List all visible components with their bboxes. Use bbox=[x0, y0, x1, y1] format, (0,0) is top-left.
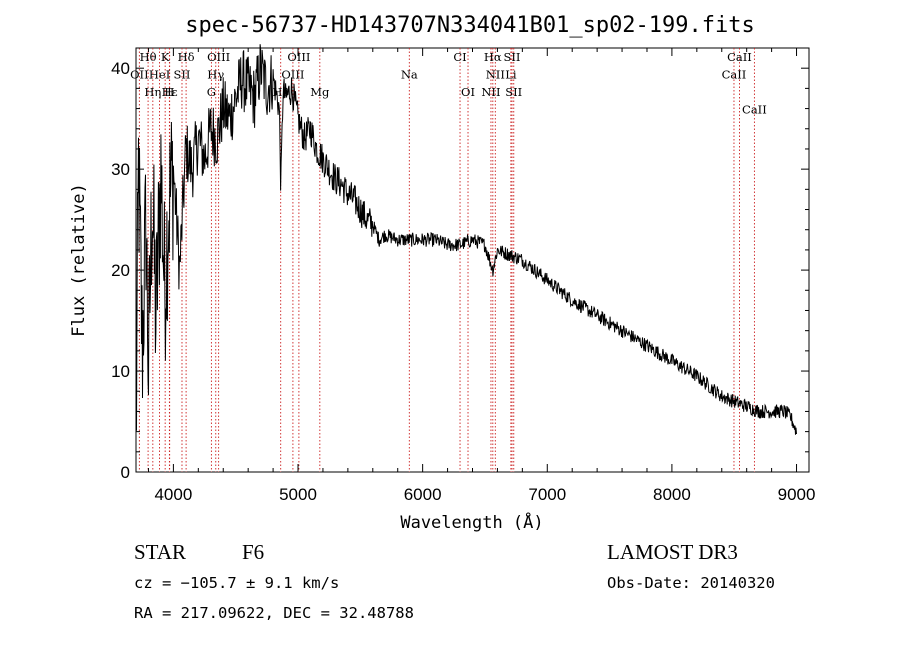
y-axis: 0 10 20 30 40 bbox=[111, 47, 809, 482]
line-marker-label: SII bbox=[505, 85, 522, 99]
y-tick-label: 30 bbox=[111, 160, 130, 179]
object-class: STAR bbox=[134, 540, 186, 564]
line-marker-label: K bbox=[161, 50, 170, 64]
line-marker-label: CaII bbox=[742, 103, 767, 117]
redshift-cz: cz = −105.7 ± 9.1 km/s bbox=[134, 574, 340, 592]
x-tick-label: 7000 bbox=[528, 485, 566, 504]
plot-frame bbox=[135, 47, 810, 473]
x-tick-label: 6000 bbox=[404, 485, 442, 504]
line-marker-label: NII bbox=[481, 85, 500, 99]
y-tick-label: 0 bbox=[121, 463, 130, 482]
line-marker-label: Hε bbox=[162, 85, 178, 99]
line-marker-label: NII bbox=[486, 68, 505, 82]
line-marker-label: CaII bbox=[727, 50, 752, 64]
line-marker-label: OIII bbox=[287, 50, 310, 64]
line-marker-label: G bbox=[207, 85, 216, 99]
line-marker-label: Hγ bbox=[207, 68, 224, 82]
observation-date: Obs-Date: 20140320 bbox=[607, 574, 775, 592]
x-axis-label: Wavelength (Å) bbox=[400, 511, 543, 533]
spectrum-line bbox=[135, 44, 797, 435]
line-marker-label: OII bbox=[130, 68, 149, 82]
line-marker-label: Mg bbox=[310, 85, 330, 99]
line-marker-label: Na bbox=[401, 68, 418, 82]
x-axis: 4000 5000 6000 7000 8000 9000 bbox=[147, 48, 816, 504]
line-marker-label: Hθ bbox=[140, 50, 157, 64]
x-tick-label: 8000 bbox=[653, 485, 691, 504]
survey-name: LAMOST DR3 bbox=[607, 540, 738, 564]
line-marker-label: Hη bbox=[144, 85, 161, 99]
y-tick-label: 10 bbox=[111, 362, 130, 381]
spectrum-chart: spec-56737-HD143707N334041B01_sp02-199.f… bbox=[69, 13, 816, 533]
line-marker-label: CaII bbox=[722, 68, 747, 82]
x-tick-label: 5000 bbox=[279, 485, 317, 504]
line-marker-label: HeI bbox=[149, 68, 170, 82]
line-marker-label: OI bbox=[461, 85, 475, 99]
x-tick-label: 4000 bbox=[154, 485, 192, 504]
line-marker-label: CI bbox=[453, 50, 466, 64]
line-marker-label: H bbox=[164, 85, 174, 99]
coordinates: RA = 217.09622, DEC = 32.48788 bbox=[134, 604, 414, 622]
chart-title: spec-56737-HD143707N334041B01_sp02-199.f… bbox=[185, 13, 755, 38]
line-marker-label: Li bbox=[505, 68, 517, 82]
x-tick-label: 9000 bbox=[778, 485, 816, 504]
line-marker-label: SII bbox=[504, 50, 521, 64]
line-marker-label: OIII bbox=[281, 68, 304, 82]
y-tick-label: 20 bbox=[111, 261, 130, 280]
y-axis-label: Flux (relative) bbox=[69, 183, 89, 337]
line-marker-label: OIII bbox=[207, 50, 230, 64]
line-marker-label: Hδ bbox=[178, 50, 195, 64]
line-marker-label: SII bbox=[174, 68, 191, 82]
object-subclass: F6 bbox=[242, 540, 265, 564]
line-marker-label: Hα bbox=[484, 50, 502, 64]
y-tick-label: 40 bbox=[111, 59, 130, 78]
